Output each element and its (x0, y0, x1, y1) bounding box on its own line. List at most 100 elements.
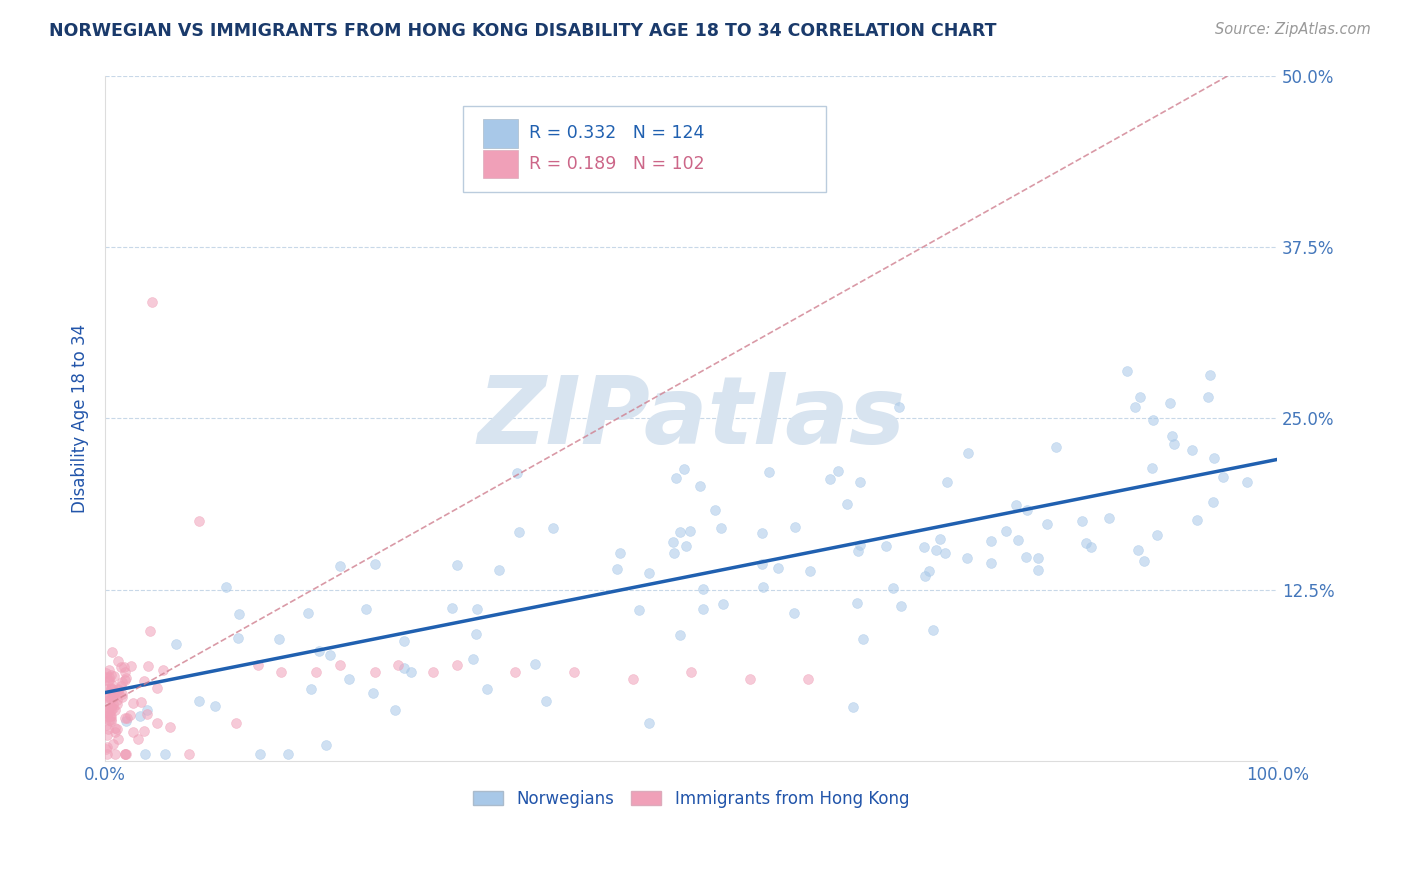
Immigrants from Hong Kong (96, 705, 118, 719)
Norwegians (328, 558, 350, 573)
Immigrants from Hong Kong (97, 673, 120, 687)
Immigrants from Hong Kong (114, 711, 136, 725)
Norwegians (204, 698, 226, 713)
FancyBboxPatch shape (463, 106, 827, 192)
Text: Source: ZipAtlas.com: Source: ZipAtlas.com (1215, 22, 1371, 37)
Immigrants from Hong Kong (129, 695, 152, 709)
Immigrants from Hong Kong (97, 723, 120, 737)
Norwegians (914, 569, 936, 583)
Immigrants from Hong Kong (152, 664, 174, 678)
Norwegians (669, 628, 692, 642)
Norwegians (710, 521, 733, 535)
Norwegians (662, 535, 685, 549)
Immigrants from Hong Kong (305, 665, 328, 679)
Immigrants from Hong Kong (681, 665, 703, 679)
Immigrants from Hong Kong (96, 670, 118, 684)
Norwegians (319, 648, 342, 662)
Immigrants from Hong Kong (107, 653, 129, 667)
Immigrants from Hong Kong (103, 721, 125, 735)
Text: ZIPatlas: ZIPatlas (477, 372, 905, 465)
Immigrants from Hong Kong (122, 696, 145, 710)
Immigrants from Hong Kong (96, 718, 118, 732)
Y-axis label: Disability Age 18 to 34: Disability Age 18 to 34 (72, 324, 89, 513)
Immigrants from Hong Kong (104, 725, 127, 739)
Norwegians (1126, 543, 1149, 558)
Norwegians (1045, 440, 1067, 454)
Norwegians (249, 747, 271, 762)
Norwegians (1026, 563, 1049, 577)
Norwegians (392, 634, 415, 648)
Norwegians (1015, 503, 1038, 517)
Norwegians (543, 521, 565, 535)
Immigrants from Hong Kong (329, 658, 352, 673)
Norwegians (928, 532, 950, 546)
Norwegians (363, 558, 385, 572)
Norwegians (136, 703, 159, 717)
Norwegians (1197, 390, 1219, 404)
Norwegians (363, 686, 385, 700)
Immigrants from Hong Kong (96, 742, 118, 756)
Norwegians (704, 503, 727, 517)
Norwegians (392, 661, 415, 675)
Immigrants from Hong Kong (159, 720, 181, 734)
Immigrants from Hong Kong (188, 514, 211, 528)
Norwegians (165, 637, 187, 651)
Norwegians (609, 545, 631, 559)
Norwegians (848, 538, 870, 552)
Norwegians (628, 603, 651, 617)
Immigrants from Hong Kong (127, 731, 149, 746)
Norwegians (188, 694, 211, 708)
Norwegians (994, 524, 1017, 539)
Immigrants from Hong Kong (103, 668, 125, 682)
Norwegians (465, 602, 488, 616)
Norwegians (523, 657, 546, 672)
Norwegians (215, 580, 238, 594)
Immigrants from Hong Kong (100, 681, 122, 695)
Norwegians (956, 550, 979, 565)
Norwegians (638, 566, 661, 580)
Norwegians (692, 582, 714, 597)
Norwegians (957, 446, 980, 460)
Immigrants from Hong Kong (101, 686, 124, 700)
Immigrants from Hong Kong (111, 688, 134, 702)
Norwegians (399, 665, 422, 679)
Immigrants from Hong Kong (96, 747, 118, 762)
Norwegians (1202, 451, 1225, 466)
Norwegians (1080, 541, 1102, 555)
Norwegians (1026, 550, 1049, 565)
Immigrants from Hong Kong (141, 294, 163, 309)
Norwegians (1181, 442, 1204, 457)
Immigrants from Hong Kong (100, 681, 122, 696)
Immigrants from Hong Kong (110, 660, 132, 674)
Immigrants from Hong Kong (107, 681, 129, 696)
Immigrants from Hong Kong (101, 737, 124, 751)
Norwegians (1097, 511, 1119, 525)
Text: R = 0.189   N = 102: R = 0.189 N = 102 (530, 155, 706, 173)
Immigrants from Hong Kong (97, 663, 120, 677)
Norwegians (827, 464, 849, 478)
Norwegians (837, 497, 859, 511)
Norwegians (129, 709, 152, 723)
Norwegians (475, 681, 498, 696)
Immigrants from Hong Kong (136, 659, 159, 673)
Immigrants from Hong Kong (118, 708, 141, 723)
Norwegians (887, 400, 910, 414)
Immigrants from Hong Kong (135, 706, 157, 721)
Norwegians (446, 558, 468, 573)
Norwegians (155, 747, 177, 762)
Immigrants from Hong Kong (505, 665, 527, 679)
Norwegians (799, 564, 821, 578)
Immigrants from Hong Kong (97, 693, 120, 707)
Norwegians (1123, 400, 1146, 414)
Immigrants from Hong Kong (100, 692, 122, 706)
Norwegians (689, 479, 711, 493)
Norwegians (384, 703, 406, 717)
Norwegians (783, 606, 806, 620)
Immigrants from Hong Kong (105, 698, 128, 712)
Norwegians (1142, 460, 1164, 475)
Norwegians (818, 472, 841, 486)
Norwegians (935, 475, 957, 489)
Norwegians (297, 606, 319, 620)
Norwegians (751, 557, 773, 571)
Norwegians (934, 546, 956, 560)
